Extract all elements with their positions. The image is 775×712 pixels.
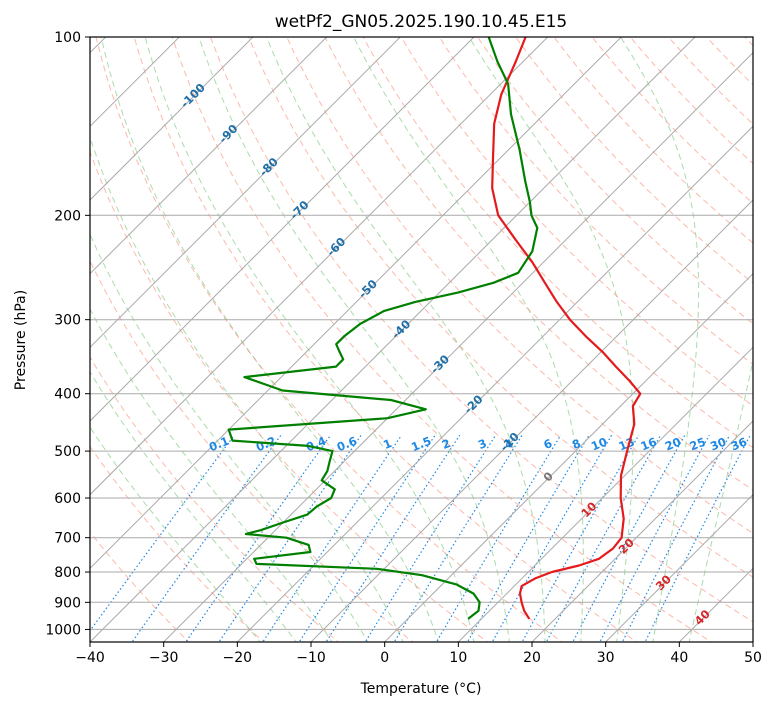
x-tick-label: −30 xyxy=(149,650,179,666)
isotherm-line xyxy=(457,346,753,642)
y-tick-label: 800 xyxy=(54,565,81,581)
mixing-ratio-line xyxy=(435,434,562,642)
plot-frame xyxy=(89,36,754,643)
isotherm-gridlines xyxy=(90,37,753,642)
mixing-ratio-line xyxy=(599,434,710,642)
isotherm-line xyxy=(90,37,328,275)
y-tick-label: 100 xyxy=(54,30,81,46)
dry-adiabat xyxy=(90,259,414,642)
mixing-ratio-line xyxy=(572,434,686,642)
dry-adiabat xyxy=(90,150,489,642)
x-tick-label: −40 xyxy=(75,650,105,666)
mixing-ratio-label: 20 xyxy=(663,435,683,454)
x-tick-label: 40 xyxy=(670,650,688,666)
x-tick-label: −10 xyxy=(296,650,326,666)
x-axis-ticks: −40 −30 −20 −10 0 10 20 30 40 50 xyxy=(75,642,762,666)
x-axis-label: Temperature (°C) xyxy=(360,681,482,697)
mixing-ratio-label: 36 xyxy=(729,435,749,454)
mixing-ratio-line xyxy=(131,434,282,642)
x-tick-label: 10 xyxy=(449,650,467,666)
y-tick-label: 600 xyxy=(54,491,81,507)
isotherm-line xyxy=(90,37,623,570)
y-tick-label: 300 xyxy=(54,313,81,329)
x-tick-label: 20 xyxy=(523,650,541,666)
isotherm-line xyxy=(531,420,753,642)
y-tick-label: 500 xyxy=(54,444,81,460)
mixing-ratio-label: 13 xyxy=(616,435,636,454)
mixing-ratio-line xyxy=(521,434,640,642)
mixing-ratio-label: 10 xyxy=(589,435,609,454)
y-tick-label: 1000 xyxy=(45,622,81,638)
isotherm-line xyxy=(90,37,402,349)
isotherm-line xyxy=(383,272,753,642)
plot-area: 0.1 0.2 0.4 0.6 1 1.5 2 3 4 6 8 10 13 16 20 25 30 36 -100… xyxy=(90,37,753,642)
y-axis-ticks: 1000 900 800 700 600 500 400 300 200 100 xyxy=(45,30,90,638)
y-axis-label: Pressure (hPa) xyxy=(13,290,29,390)
isobar-gridlines xyxy=(90,37,753,630)
mixing-ratio-line xyxy=(491,434,613,642)
mixing-ratio-line xyxy=(621,434,731,642)
mixing-ratio-line xyxy=(545,434,662,642)
mixing-ratio-line xyxy=(218,434,362,642)
mixing-ratio-line xyxy=(262,434,403,642)
isotherm-line xyxy=(90,37,696,642)
sounding-series xyxy=(227,37,642,620)
y-tick-label: 900 xyxy=(54,595,81,611)
isotherm-line xyxy=(236,125,753,642)
mixing-ratio-label: 25 xyxy=(688,435,708,454)
temperature-line xyxy=(491,37,642,620)
mixing-ratio-line xyxy=(298,434,436,642)
isotherm-line xyxy=(90,37,549,496)
mixing-ratio-label: 30 xyxy=(708,435,728,454)
y-tick-label: 200 xyxy=(54,208,81,224)
mixing-ratio-label: 16 xyxy=(639,435,659,454)
y-tick-label: 400 xyxy=(54,387,81,403)
x-tick-label: 0 xyxy=(380,650,389,666)
chart-title: wetPf2_GN05.2025.190.10.45.E15 xyxy=(275,12,567,32)
mixing-ratio-line xyxy=(364,434,497,642)
isotherm-line xyxy=(310,199,753,642)
moist-adiabat xyxy=(90,233,369,642)
isotherm-line xyxy=(604,493,753,642)
dewpoint-line xyxy=(227,37,539,620)
x-tick-label: 30 xyxy=(597,650,615,666)
isotherm-line xyxy=(90,37,475,422)
isotherm-line xyxy=(90,37,254,201)
y-tick-label: 700 xyxy=(54,531,81,547)
x-tick-label: −20 xyxy=(223,650,253,666)
x-tick-label: 50 xyxy=(744,650,762,666)
isotherm-line xyxy=(162,51,753,642)
